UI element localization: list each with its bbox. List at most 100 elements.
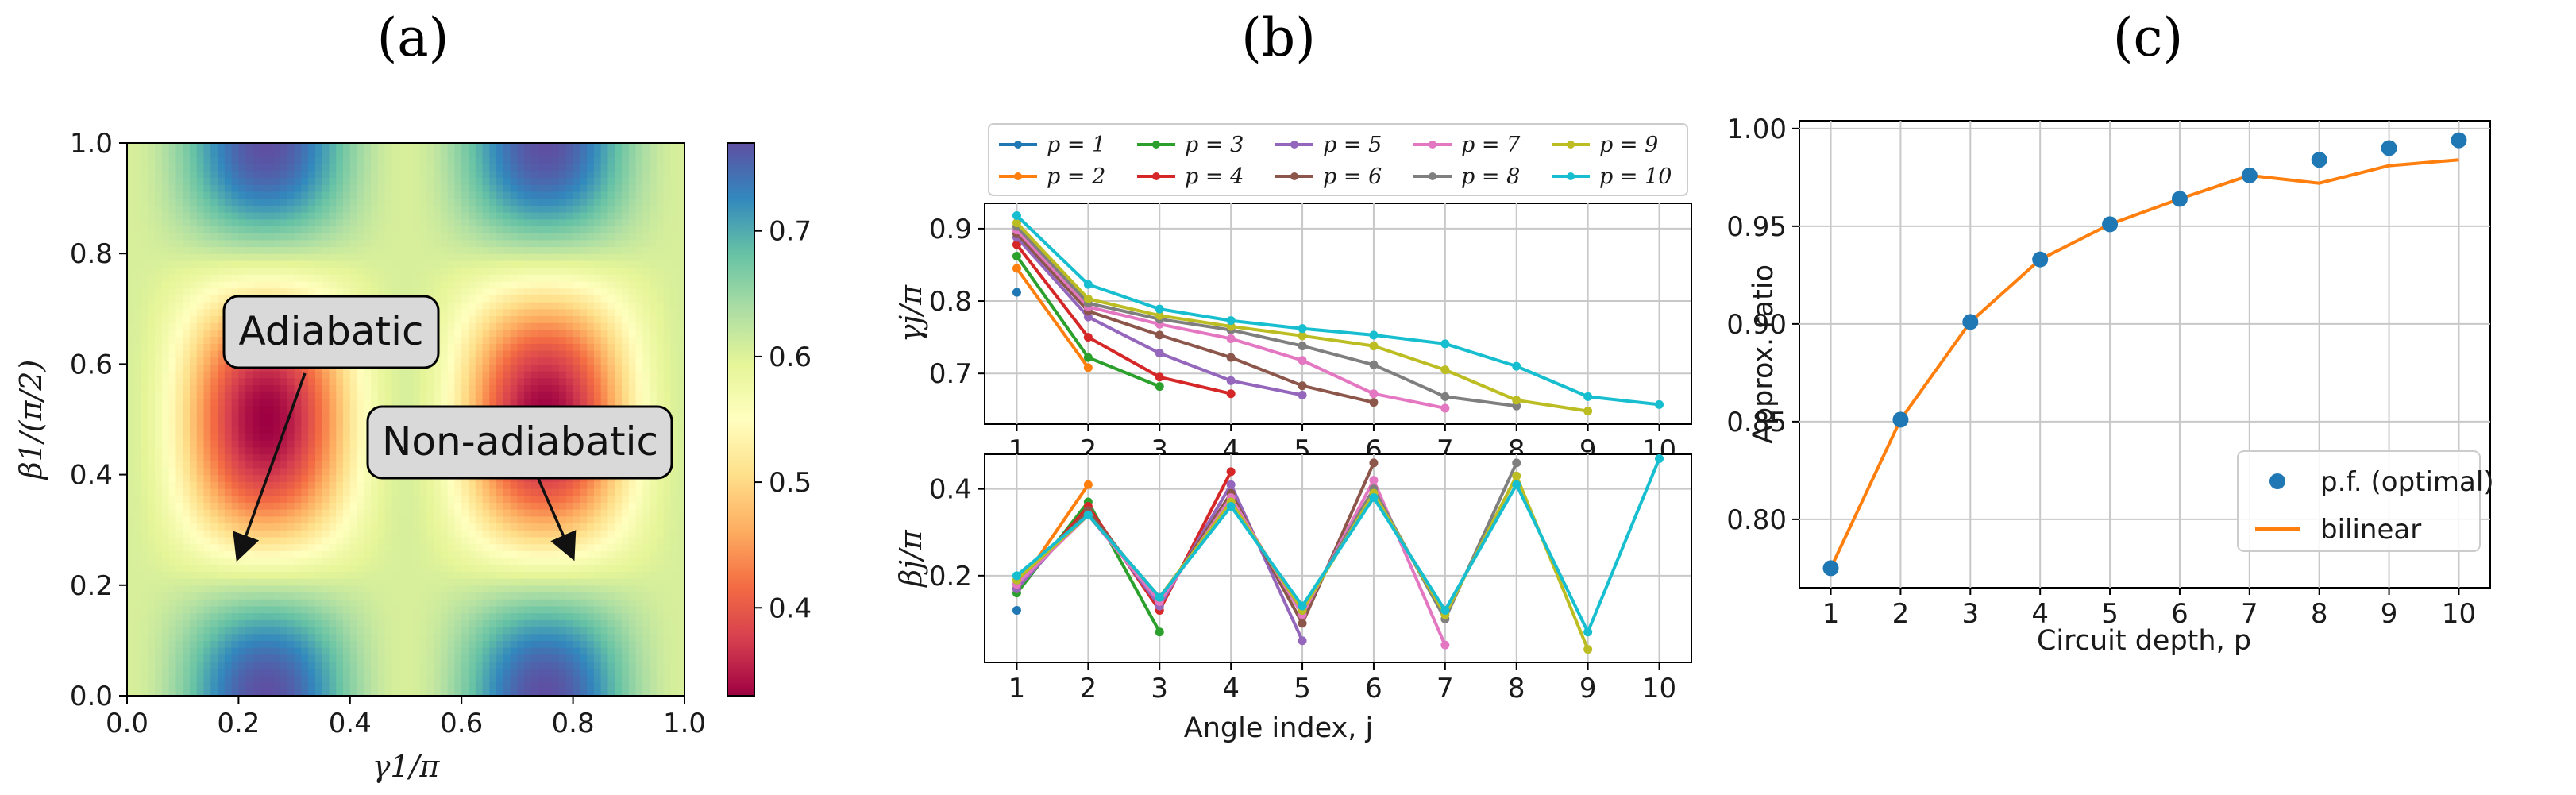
heatmap-cell bbox=[538, 654, 546, 662]
heatmap-cell bbox=[141, 384, 148, 392]
heatmap-cell bbox=[384, 198, 393, 206]
heatmap-cell bbox=[391, 543, 399, 551]
heatmap-cell bbox=[175, 143, 183, 151]
heatmap-cell bbox=[343, 281, 351, 289]
heatmap-cell bbox=[218, 246, 226, 254]
heatmap-cell bbox=[475, 274, 484, 282]
heatmap-cell bbox=[210, 605, 218, 614]
heatmap-cell bbox=[273, 253, 281, 261]
heatmap-cell bbox=[482, 495, 490, 503]
heatmap-cell bbox=[524, 571, 532, 579]
heatmap-cell bbox=[287, 212, 295, 220]
heatmap-cell bbox=[329, 239, 337, 248]
heatmap-cell bbox=[434, 149, 442, 157]
heatmap-cell bbox=[210, 198, 218, 206]
heatmap-cell bbox=[371, 143, 379, 151]
heatmap-cell bbox=[357, 558, 364, 565]
heatmap-cell bbox=[218, 143, 226, 151]
heatmap-cell bbox=[322, 564, 330, 572]
heatmap-cell bbox=[196, 398, 205, 407]
heatmap-cell bbox=[218, 654, 226, 662]
heatmap-cell bbox=[406, 578, 414, 586]
heatmap-cell bbox=[127, 661, 135, 669]
heatmap-cell bbox=[218, 502, 226, 510]
heatmap-cell bbox=[273, 502, 281, 510]
heatmap-cell bbox=[371, 654, 379, 662]
heatmap-cell bbox=[496, 536, 504, 545]
heatmap-cell bbox=[218, 612, 226, 620]
heatmap-cell bbox=[364, 288, 372, 295]
heatmap-cell bbox=[141, 446, 148, 455]
heatmap-cell bbox=[475, 191, 484, 199]
heatmap-cell bbox=[141, 543, 148, 551]
heatmap-cell bbox=[238, 523, 246, 531]
heatmap-cell bbox=[155, 502, 163, 510]
heatmap-cell bbox=[559, 599, 567, 607]
heatmap-cell bbox=[434, 364, 442, 372]
heatmap-cell bbox=[391, 592, 399, 600]
heatmap-cell bbox=[517, 218, 525, 226]
heatmap-cell bbox=[461, 612, 469, 620]
heatmap-cell bbox=[133, 212, 142, 220]
heatmap-cell bbox=[406, 530, 414, 538]
heatmap-cell bbox=[545, 212, 553, 220]
heatmap-cell bbox=[259, 502, 268, 510]
heatmap-cell bbox=[391, 149, 399, 157]
heatmap-cell bbox=[287, 205, 295, 213]
heatmap-cell bbox=[218, 260, 226, 268]
heatmap-cell bbox=[384, 612, 393, 620]
heatmap-cell bbox=[343, 674, 351, 683]
heatmap-cell bbox=[489, 191, 497, 199]
heatmap-cell bbox=[133, 205, 142, 213]
heatmap-cell bbox=[336, 288, 344, 295]
heatmap-cell bbox=[301, 474, 309, 482]
heatmap-cell bbox=[218, 647, 226, 655]
heatmap-cell bbox=[127, 564, 135, 572]
heatmap-cell bbox=[461, 357, 469, 365]
heatmap-cell bbox=[287, 689, 295, 696]
heatmap-cell bbox=[175, 633, 183, 641]
heatmap-cell bbox=[384, 218, 393, 226]
heatmap-cell bbox=[399, 689, 407, 696]
heatmap-cell bbox=[343, 550, 351, 558]
heatmap-cell bbox=[161, 233, 170, 241]
heatmap-cell bbox=[301, 164, 309, 172]
heatmap-cell bbox=[175, 239, 183, 248]
heatmap-cell bbox=[343, 515, 351, 524]
heatmap-cell bbox=[148, 343, 156, 351]
heatmap-cell bbox=[482, 156, 490, 164]
heatmap-cell bbox=[538, 640, 546, 648]
heatmap-cell bbox=[287, 530, 295, 538]
heatmap-cell bbox=[434, 558, 442, 565]
heatmap-cell bbox=[510, 329, 519, 338]
heatmap-cell bbox=[141, 412, 148, 420]
heatmap-cell bbox=[148, 164, 156, 172]
heatmap-cell bbox=[252, 446, 260, 455]
heatmap-cell bbox=[224, 564, 233, 572]
heatmap-cell bbox=[259, 239, 268, 248]
heatmap-cell bbox=[210, 592, 218, 600]
heatmap-cell bbox=[148, 419, 156, 427]
heatmap-cell bbox=[308, 474, 316, 482]
heatmap-cell bbox=[155, 681, 163, 689]
heatmap-cell bbox=[273, 571, 281, 579]
heatmap-cell bbox=[517, 523, 525, 531]
heatmap-cell bbox=[419, 495, 427, 503]
heatmap-cell bbox=[127, 509, 135, 517]
heatmap-cell bbox=[322, 550, 330, 558]
heatmap-cell bbox=[218, 350, 226, 358]
heatmap-cell bbox=[447, 233, 456, 241]
heatmap-cell bbox=[175, 543, 183, 551]
heatmap-cell bbox=[245, 226, 253, 233]
heatmap-cell bbox=[266, 253, 274, 261]
heatmap-cell bbox=[530, 523, 539, 531]
heatmap-cell bbox=[189, 392, 198, 399]
heatmap-cell bbox=[343, 571, 351, 579]
heatmap-cell bbox=[322, 226, 330, 233]
heatmap-cell bbox=[552, 302, 560, 310]
heatmap-cell bbox=[468, 647, 476, 655]
heatmap-cell bbox=[426, 149, 434, 157]
heatmap-cell bbox=[259, 377, 268, 386]
heatmap-cell bbox=[203, 198, 211, 206]
heatmap-cell bbox=[148, 502, 156, 510]
